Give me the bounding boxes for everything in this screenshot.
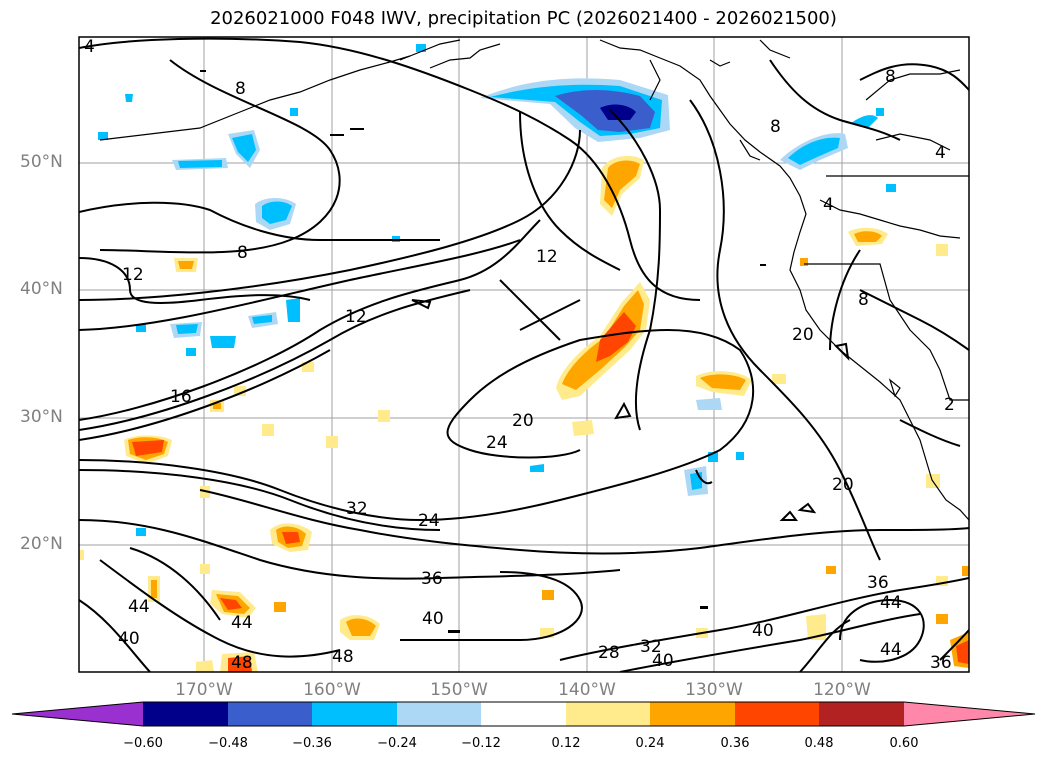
contour-label: 20 xyxy=(512,411,534,431)
contour-label-group: 4 8 8 8 8 4 8 12 12 12 16 20 24 20 20 24… xyxy=(84,37,955,673)
colorbar-segment xyxy=(397,702,481,726)
colorbar-segment xyxy=(481,702,566,726)
contour-label: 40 xyxy=(118,629,140,649)
map-title: 2026021000 F048 IWV, precipitation PC (2… xyxy=(210,8,837,29)
colorbar-tick: −0.60 xyxy=(123,736,163,751)
colorbar-tick: −0.48 xyxy=(208,736,248,751)
colorbar-tick: 0.48 xyxy=(804,736,834,751)
colorbar-segment xyxy=(143,702,228,726)
contour-label: 20 xyxy=(792,325,814,345)
contour-label: 44 xyxy=(880,593,902,613)
contour-label: 8 xyxy=(858,290,869,310)
contour-label: 36 xyxy=(867,573,889,593)
contour-label: 48 xyxy=(332,647,354,667)
lat-label-20n: 20°N xyxy=(20,534,63,554)
lon-label-120w: 120°W xyxy=(813,680,871,700)
colorbar-tick: 0.24 xyxy=(635,736,665,751)
colorbar-outline xyxy=(11,701,1036,727)
contour-label: 12 xyxy=(536,247,558,267)
contour-label: 24 xyxy=(486,433,508,453)
gridlines xyxy=(79,37,969,672)
contour-label: 36 xyxy=(421,569,443,589)
colorbar-segment xyxy=(228,702,312,726)
contour-label: 44 xyxy=(231,613,253,633)
contour-label: 8 xyxy=(770,117,781,137)
contour-label: 36 xyxy=(930,653,952,673)
colorbar-segment xyxy=(312,702,397,726)
lon-label-130w: 130°W xyxy=(685,680,743,700)
contour-islands xyxy=(200,70,766,633)
contour-label: 28 xyxy=(598,643,620,663)
contour-label: 12 xyxy=(345,307,367,327)
colorbar-segment xyxy=(566,702,650,726)
contour-label: 48 xyxy=(231,653,253,673)
contour-label: 40 xyxy=(422,609,444,629)
lon-label-170w: 170°W xyxy=(175,680,233,700)
colorbar-segment xyxy=(819,702,904,726)
contour-label: 16 xyxy=(170,387,192,407)
contour-label: 8 xyxy=(885,67,896,87)
precip-negative xyxy=(98,44,896,536)
colorbar-tick: −0.12 xyxy=(461,736,501,751)
colorbar-segment xyxy=(12,702,143,726)
contour-label: 8 xyxy=(235,79,246,99)
iwv-contours xyxy=(79,37,969,672)
colorbar xyxy=(11,701,1036,727)
colorbar-tick: 0.36 xyxy=(720,736,750,751)
contour-label: 2 xyxy=(944,395,955,415)
contour-label: 24 xyxy=(418,511,440,531)
precip-positive xyxy=(79,155,969,672)
contour-label: 4 xyxy=(935,143,946,163)
map-frame xyxy=(78,36,970,673)
contour-label: 32 xyxy=(640,637,662,657)
lon-label-140w: 140°W xyxy=(558,680,616,700)
coastlines xyxy=(99,39,969,521)
contour-label: 20 xyxy=(832,475,854,495)
contour-label: 4 xyxy=(823,195,834,215)
contour-label: 40 xyxy=(752,621,774,641)
contour-label: 40 xyxy=(652,651,674,671)
lat-label-50n: 50°N xyxy=(20,152,63,172)
colorbar-tick: 0.12 xyxy=(551,736,581,751)
colorbar-tick: 0.60 xyxy=(889,736,919,751)
colorbar-segment xyxy=(650,702,735,726)
lon-label-150w: 150°W xyxy=(430,680,488,700)
contour-label: 32 xyxy=(346,499,368,519)
contour-label: 12 xyxy=(122,265,144,285)
contour-label: 44 xyxy=(128,597,150,617)
contour-label: 44 xyxy=(880,640,902,660)
colorbar-segment xyxy=(735,702,819,726)
colorbar-tick: −0.36 xyxy=(292,736,332,751)
lon-label-160w: 160°W xyxy=(303,680,361,700)
colorbar-tick: −0.24 xyxy=(377,736,417,751)
lat-label-30n: 30°N xyxy=(20,407,63,427)
colorbar-segment xyxy=(904,702,1035,726)
contour-label: 4 xyxy=(84,37,95,57)
contour-label: 8 xyxy=(237,243,248,263)
lat-label-40n: 40°N xyxy=(20,279,63,299)
